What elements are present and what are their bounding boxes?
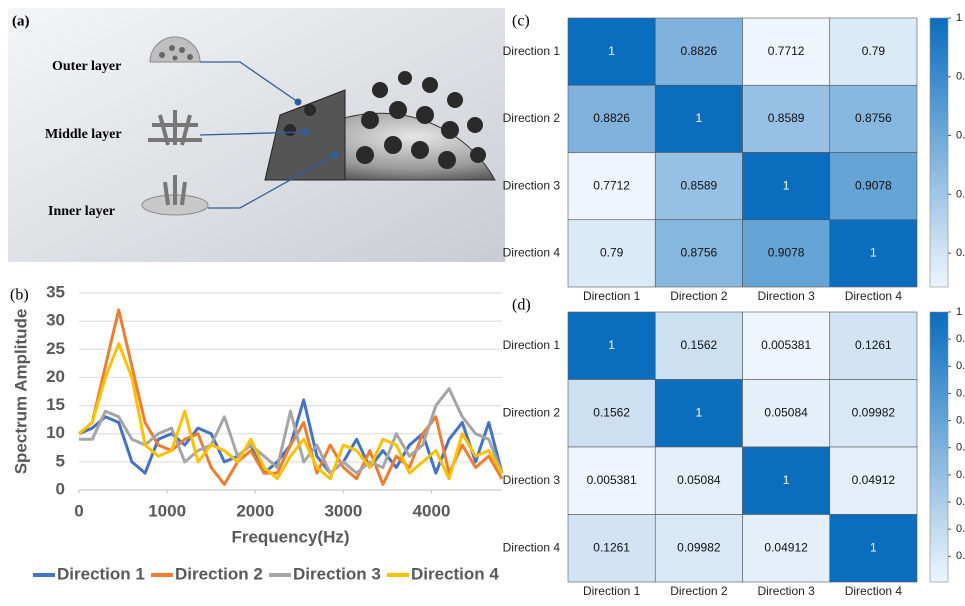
x-tick-label: 4000 [413, 501, 451, 520]
cell-label: 1 [696, 405, 703, 419]
cell-label: 1 [608, 338, 615, 352]
cell-label: 0.1261 [593, 540, 630, 554]
y-tick-label: Direction 2 [503, 111, 561, 125]
panel-label: (d) [512, 297, 531, 314]
y-tick-label: 10 [46, 423, 65, 442]
x-tick-label: Direction 1 [583, 584, 641, 598]
cell-label: 0.1562 [681, 338, 718, 352]
y-tick-label: Direction 1 [503, 338, 561, 352]
y-tick-label: 15 [46, 395, 65, 414]
x-tick-label: 2000 [236, 501, 274, 520]
y-tick-label: Direction 4 [503, 540, 561, 554]
cell-label: 1 [870, 246, 877, 260]
layer-label: Inner layer [48, 204, 115, 219]
cell-label: 1 [608, 44, 615, 58]
colorbar-tick-label: 0.9 [956, 129, 965, 141]
y-tick-label: 30 [46, 311, 65, 330]
x-axis-title: Frequency(Hz) [231, 527, 349, 546]
panel-label: (c) [512, 13, 530, 30]
cell-label: 1 [783, 473, 790, 487]
cell-label: 0.79 [862, 44, 886, 58]
colorbar-tick-label: 0.95 [956, 71, 965, 83]
y-tick-label: 0 [56, 479, 65, 498]
panel-label: (a) [12, 13, 30, 29]
layer-label: Outer layer [52, 59, 121, 74]
layer-label: Middle layer [45, 127, 122, 142]
x-tick-label: Direction 4 [845, 289, 903, 303]
colorbar-tick-label: 0.8 [956, 360, 965, 372]
x-tick-label: Direction 1 [583, 289, 641, 303]
y-axis-title: Spectrum Amplitude [11, 309, 30, 475]
panel-label: (b) [10, 287, 29, 304]
cell-label: 1 [870, 540, 877, 554]
y-tick-label: Direction 3 [503, 473, 561, 487]
cell-label: 0.05084 [764, 405, 808, 419]
legend-label: Direction 2 [175, 564, 263, 583]
cell-label: 0.04912 [764, 540, 808, 554]
y-tick-label: 20 [46, 367, 65, 386]
y-tick-label: 25 [46, 339, 65, 358]
colorbar-tick-label: 0.4 [956, 469, 965, 481]
colorbar [930, 18, 948, 287]
colorbar-tick-label: 0.2 [956, 523, 965, 535]
legend-label: Direction 4 [411, 564, 499, 583]
cell-label: 0.8826 [681, 44, 718, 58]
cell-label: 0.9078 [855, 178, 892, 192]
x-tick-label: Direction 3 [757, 584, 815, 598]
colorbar-tick-label: 0.6 [956, 414, 965, 426]
colorbar [930, 312, 948, 582]
cell-label: 0.05084 [677, 473, 721, 487]
colorbar-tick-label: 0.8 [956, 247, 965, 259]
cell-label: 0.1261 [855, 338, 892, 352]
cell-label: 1 [783, 178, 790, 192]
cell-label: 0.8756 [855, 111, 892, 125]
x-tick-label: Direction 2 [670, 289, 728, 303]
colorbar-tick-label: 0.3 [956, 496, 965, 508]
y-tick-label: 35 [46, 282, 65, 301]
cell-label: 0.9078 [768, 246, 805, 260]
colorbar-tick-label: 1 [956, 12, 962, 24]
cell-label: 0.09982 [852, 405, 896, 419]
y-tick-label: Direction 2 [503, 405, 561, 419]
x-tick-label: 0 [74, 501, 83, 520]
colorbar-tick-label: 0.7 [956, 387, 965, 399]
cell-label: 0.8756 [681, 246, 718, 260]
cell-label: 1 [696, 111, 703, 125]
cell-label: 0.005381 [761, 338, 811, 352]
cell-label: 0.04912 [852, 473, 896, 487]
x-tick-label: 1000 [148, 501, 186, 520]
cell-label: 0.09982 [677, 540, 721, 554]
x-tick-label: Direction 2 [670, 584, 728, 598]
legend-label: Direction 1 [57, 564, 145, 583]
y-tick-label: 5 [56, 451, 65, 470]
y-tick-label: Direction 1 [503, 44, 561, 58]
figure: (a) Outer layer Middle layer Inner layer… [0, 0, 965, 601]
cell-label: 0.8826 [593, 111, 630, 125]
x-tick-label: 3000 [324, 501, 362, 520]
legend-label: Direction 3 [293, 564, 381, 583]
y-tick-label: Direction 3 [503, 178, 561, 192]
cell-label: 0.8589 [681, 178, 718, 192]
cell-label: 0.7712 [768, 44, 805, 58]
colorbar-tick-label: 1 [956, 306, 962, 318]
panel-a: (a) Outer layer Middle layer Inner layer [8, 8, 505, 262]
y-tick-label: Direction 4 [503, 246, 561, 260]
colorbar-tick-label: 0.5 [956, 442, 965, 454]
cell-label: 0.1562 [593, 405, 630, 419]
colorbar-tick-label: 0.85 [956, 188, 965, 200]
x-tick-label: Direction 3 [757, 289, 815, 303]
cell-label: 0.79 [600, 246, 624, 260]
cell-label: 0.8589 [768, 111, 805, 125]
cell-label: 0.005381 [587, 473, 637, 487]
x-tick-label: Direction 4 [845, 584, 903, 598]
cell-label: 0.7712 [593, 178, 630, 192]
colorbar-tick-label: 0.9 [956, 333, 965, 345]
colorbar-tick-label: 0.1 [956, 550, 965, 562]
